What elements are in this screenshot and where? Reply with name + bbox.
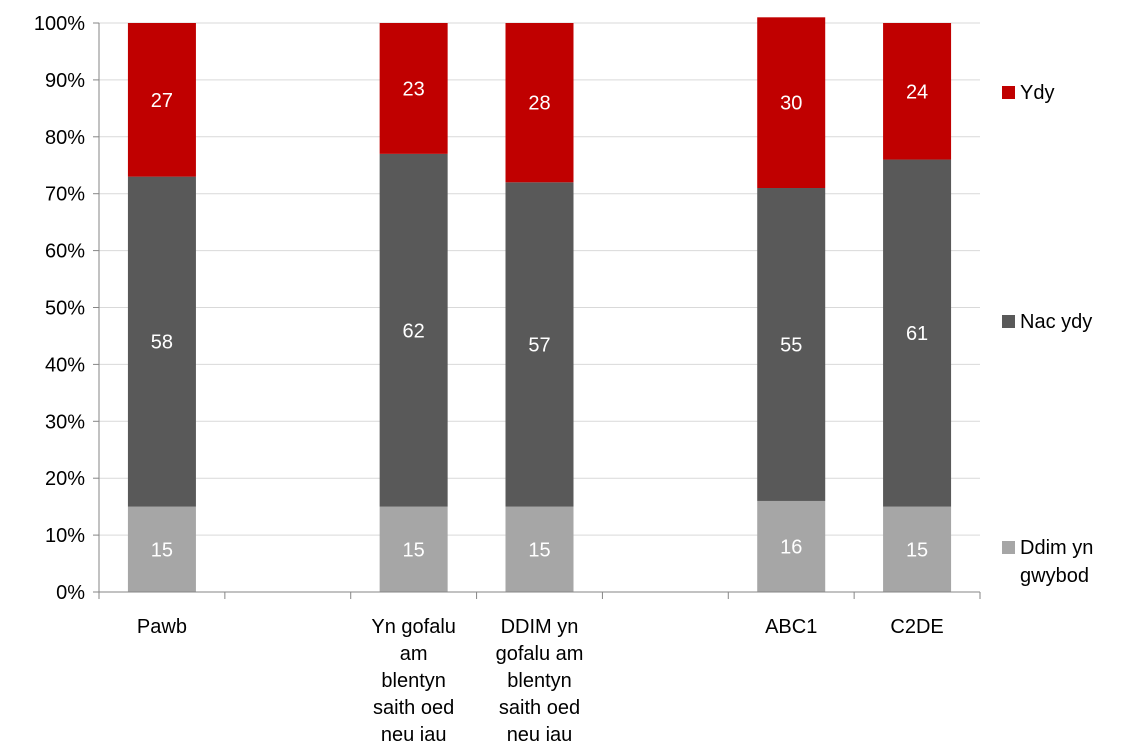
y-tick-label: 10% bbox=[45, 525, 85, 547]
data-label: 15 bbox=[403, 539, 425, 561]
bar-segment bbox=[883, 23, 952, 160]
x-category-labels: Pawb Yn gofalu am blentyn saith oed neu iau DD… bbox=[137, 616, 944, 746]
bar-segment bbox=[883, 506, 952, 592]
legend-swatch bbox=[1002, 86, 1015, 99]
bar-segment bbox=[505, 182, 574, 507]
y-tick-label: 50% bbox=[45, 298, 85, 320]
bar-segment bbox=[883, 159, 952, 507]
y-tick-label: 0% bbox=[56, 582, 85, 604]
data-label: 55 bbox=[780, 334, 802, 356]
legend-label: Ydy bbox=[1020, 82, 1054, 104]
bar-segment bbox=[379, 153, 448, 507]
y-tick-labels: 0% 10% 20% 30% 40% 50% 60% 70% 80% 90% 100% bbox=[34, 13, 85, 604]
bars: 15 58 27 15 62 23 15 57 28 16 55 30 15 61 24 bbox=[127, 17, 952, 592]
y-tick-label: 70% bbox=[45, 184, 85, 206]
data-label: 15 bbox=[528, 539, 550, 561]
data-label: 28 bbox=[528, 93, 550, 115]
data-label: 27 bbox=[151, 90, 173, 112]
y-tick-label: 80% bbox=[45, 127, 85, 149]
data-label: 15 bbox=[906, 539, 928, 561]
x-category-label: ABC1 bbox=[765, 616, 817, 638]
data-label: 23 bbox=[403, 78, 425, 100]
bar-segment bbox=[379, 23, 448, 154]
legend-label: Nac ydy bbox=[1020, 311, 1092, 333]
data-label: 30 bbox=[780, 93, 802, 115]
bar-segment bbox=[757, 17, 826, 189]
x-category-label: C2DE bbox=[890, 616, 943, 638]
y-tick-label: 40% bbox=[45, 354, 85, 376]
bar-segment bbox=[505, 23, 574, 183]
y-tick-label: 100% bbox=[34, 13, 85, 35]
bar-segment bbox=[379, 506, 448, 592]
bar-segment bbox=[127, 176, 196, 507]
data-label: 62 bbox=[403, 320, 425, 342]
y-tick-label: 60% bbox=[45, 241, 85, 263]
data-label: 58 bbox=[151, 332, 173, 354]
x-category-label: Pawb bbox=[137, 616, 187, 638]
y-tick-label: 90% bbox=[45, 70, 85, 92]
data-label: 57 bbox=[528, 334, 550, 356]
x-category-label: Yn gofalu am blentyn saith oed neu iau bbox=[371, 616, 456, 746]
data-label: 61 bbox=[906, 323, 928, 345]
bar-segment bbox=[127, 23, 196, 177]
x-category-label: DDIM yn gofalu am blentyn saith oed neu iau bbox=[496, 616, 584, 746]
legend: Ydy Nac ydy Ddim yn gwybod bbox=[1002, 82, 1093, 587]
bar-segment bbox=[757, 188, 826, 501]
legend-swatch bbox=[1002, 315, 1015, 328]
legend-label: Ddim yn gwybod bbox=[1020, 537, 1093, 587]
data-label: 24 bbox=[906, 81, 928, 103]
data-label: 15 bbox=[151, 539, 173, 561]
legend-swatch bbox=[1002, 541, 1015, 554]
axes bbox=[93, 22, 981, 599]
bar-segment bbox=[757, 500, 826, 592]
data-label: 16 bbox=[780, 536, 802, 558]
y-tick-label: 30% bbox=[45, 411, 85, 433]
y-tick-label: 20% bbox=[45, 468, 85, 490]
bar-segment bbox=[127, 506, 196, 592]
bar-segment bbox=[505, 506, 574, 592]
